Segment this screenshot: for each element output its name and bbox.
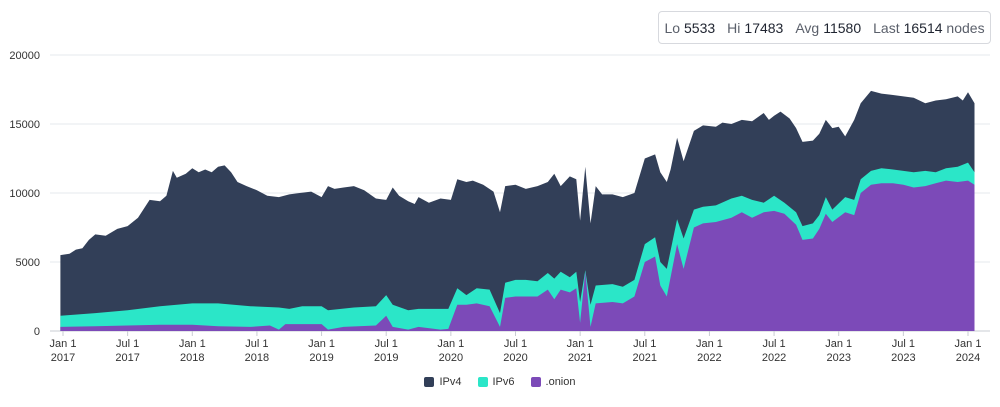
legend-item[interactable]: IPv4 — [424, 376, 462, 388]
stat-avg: Avg 11580 — [795, 20, 861, 36]
x-tick-year: 2017 — [115, 352, 139, 364]
y-tick-label: 5000 — [16, 257, 40, 269]
x-tick-label: Jan 1 — [567, 338, 594, 350]
x-tick-label: Jan 1 — [437, 338, 464, 350]
x-tick-year: 2018 — [180, 352, 204, 364]
x-tick-label: Jul 1 — [504, 338, 527, 350]
stat-lo-value: 5533 — [684, 19, 716, 36]
x-tick-year: 2024 — [956, 352, 980, 364]
x-tick-year: 2022 — [697, 352, 721, 364]
stat-hi: Hi 17483 — [727, 20, 783, 36]
x-tick-label: Jul 1 — [762, 338, 785, 350]
legend-swatch — [477, 377, 488, 387]
x-tick-label: Jan 1 — [179, 338, 206, 350]
y-tick-label: 0 — [34, 326, 40, 338]
x-tick-year: 2020 — [503, 352, 527, 364]
x-tick-year: 2019 — [309, 352, 333, 364]
x-tick-year: 2023 — [826, 352, 850, 364]
stat-avg-label: Avg — [795, 19, 820, 36]
y-tick-label: 15000 — [9, 119, 40, 131]
legend-item[interactable]: .onion — [530, 376, 576, 388]
y-tick-label: 20000 — [9, 50, 40, 62]
area-chart: 0 5000 10000 15000 20000 Jan 1 2017 Jul 1 2017 Ja… — [9, 50, 990, 364]
legend-swatch — [530, 377, 541, 387]
x-tick-label: Jan 1 — [696, 338, 723, 350]
y-tick-label: 10000 — [9, 188, 40, 200]
x-tick-year: 2021 — [568, 352, 592, 364]
x-tick-year: 2021 — [633, 352, 657, 364]
x-tick-label: Jul 1 — [375, 338, 398, 350]
stat-hi-label: Hi — [727, 19, 741, 36]
x-tick-label: Jan 1 — [50, 338, 77, 350]
x-tick-year: 2022 — [762, 352, 786, 364]
x-tick-label: Jan 1 — [955, 338, 982, 350]
area-onion — [60, 180, 975, 331]
x-tick-label: Jul 1 — [892, 338, 915, 350]
stat-hi-value: 17483 — [744, 19, 784, 36]
legend-item[interactable]: IPv6 — [477, 376, 515, 388]
x-tick-year: 2019 — [374, 352, 398, 364]
legend-label: IPv4 — [439, 376, 462, 388]
x-tick-label: Jul 1 — [245, 338, 268, 350]
legend-label: IPv6 — [492, 376, 515, 388]
x-tick-label: Jan 1 — [825, 338, 852, 350]
stat-unit: nodes — [946, 19, 985, 36]
legend-swatch — [424, 377, 435, 387]
stat-lo: Lo 5533 — [664, 20, 715, 36]
x-tick-year: 2020 — [439, 352, 463, 364]
x-tick-label: Jul 1 — [116, 338, 139, 350]
x-tick-label: Jul 1 — [633, 338, 656, 350]
stat-last: Last 16514 nodes — [873, 20, 984, 36]
stat-lo-label: Lo — [664, 19, 681, 36]
stat-last-label: Last — [873, 19, 900, 36]
x-tick-label: Jan 1 — [308, 338, 335, 350]
x-tick-year: 2018 — [245, 352, 269, 364]
chart-legend: IPv4 IPv6 .onion — [0, 376, 1000, 388]
x-tick-year: 2017 — [51, 352, 75, 364]
stats-summary: Lo 5533 Hi 17483 Avg 11580 Last 16514 nodes — [658, 11, 991, 44]
stat-last-value: 16514 — [903, 19, 943, 36]
x-tick-year: 2023 — [891, 352, 915, 364]
stat-avg-value: 11580 — [823, 19, 862, 36]
legend-label: .onion — [545, 376, 576, 388]
